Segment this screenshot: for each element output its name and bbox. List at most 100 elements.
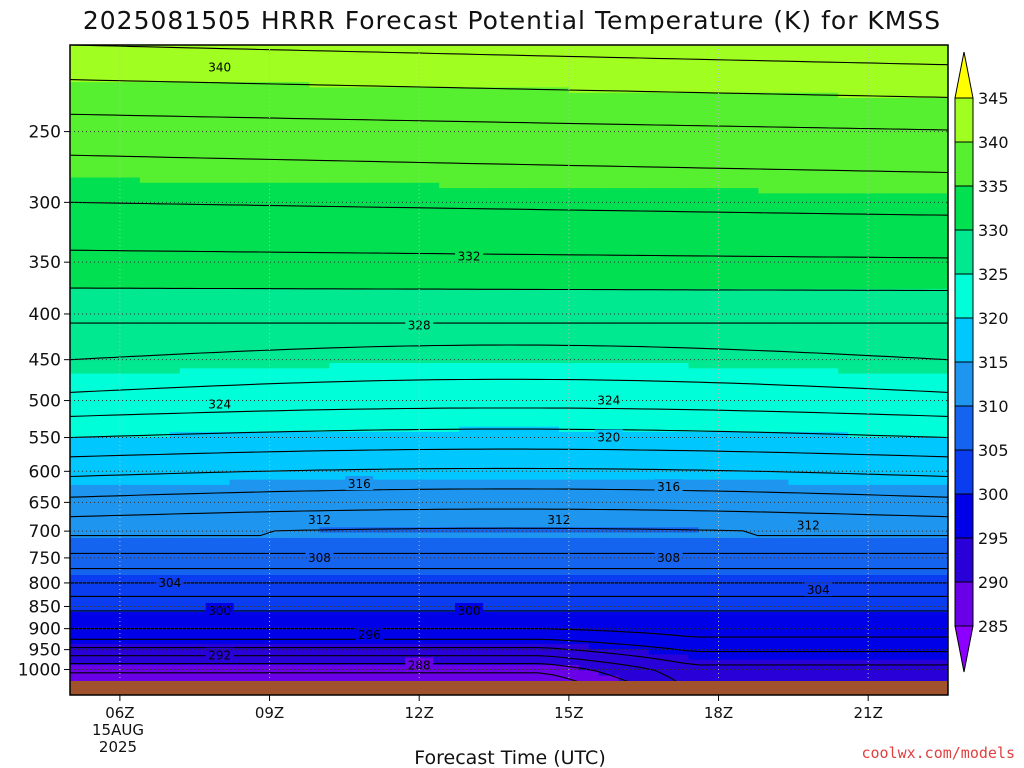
y-tick-label: 450 xyxy=(29,351,61,371)
contour-label-bg xyxy=(305,549,334,564)
contour-342 xyxy=(70,45,948,66)
contour-label-bg xyxy=(405,317,434,332)
contour-label-bg xyxy=(804,582,833,597)
y-tick-label: 300 xyxy=(29,193,61,213)
contour-lines xyxy=(70,45,948,681)
y-tick-label: 400 xyxy=(29,305,61,325)
colorbar-swatch xyxy=(954,97,974,143)
contour-294 xyxy=(70,647,948,666)
contour-label: 324 xyxy=(208,397,231,411)
y-tick-label: 700 xyxy=(29,522,61,542)
contour-340 xyxy=(70,79,948,98)
contour-label-bg xyxy=(594,392,623,407)
contour-label: 312 xyxy=(308,513,331,527)
contour-label: 332 xyxy=(458,250,481,264)
x-tick-label: 21Z xyxy=(853,704,882,722)
contour-label-bg xyxy=(345,476,374,491)
contour-label-bg xyxy=(305,511,334,526)
colorbar-extend-bottom xyxy=(954,625,974,673)
contour-336 xyxy=(70,154,948,174)
date-year-label: 2025 xyxy=(99,738,137,756)
contour-326 xyxy=(70,344,948,361)
contour-324 xyxy=(70,378,948,393)
colorbar-swatch xyxy=(954,405,974,451)
credit-text: coolwx.com/models xyxy=(861,744,1015,762)
colorbar-tick-label: 295 xyxy=(978,529,1009,548)
colorbar-tick-label: 300 xyxy=(978,485,1009,504)
contour-label-bg xyxy=(205,647,234,662)
colorbar-swatch xyxy=(954,185,974,231)
contour-334 xyxy=(70,201,948,216)
y-tick-label: 750 xyxy=(29,549,61,569)
x-tick-label: 12Z xyxy=(405,704,434,722)
contour-label-bg xyxy=(794,517,823,532)
contour-298 xyxy=(70,628,948,638)
x-tick-label: 06Z xyxy=(105,704,134,722)
contour-312 xyxy=(70,508,948,518)
colorbar-swatch xyxy=(954,537,974,583)
y-tick-label: 850 xyxy=(29,597,61,617)
contour-338 xyxy=(70,113,948,131)
contour-288 xyxy=(70,672,579,681)
x-tick-label: 18Z xyxy=(704,704,733,722)
colorbar-tick-label: 320 xyxy=(978,309,1009,328)
contour-314 xyxy=(70,488,948,498)
colorbar-tick-label: 285 xyxy=(978,617,1009,636)
colorbar-swatch xyxy=(954,581,974,627)
contour-296 xyxy=(70,638,948,653)
contour-label: 300 xyxy=(208,604,231,618)
colorbar-extend-top xyxy=(954,51,974,99)
date-day-label: 15AUG xyxy=(92,721,144,739)
x-axis: 06Z 09Z 12Z 15Z 18Z 21Z xyxy=(105,695,883,722)
colorbar-tick-label: 305 xyxy=(978,441,1009,460)
contour-332 xyxy=(70,249,948,259)
contour-label-bg xyxy=(594,429,623,444)
contour-label: 304 xyxy=(158,576,181,590)
colorbar-tick-label: 345 xyxy=(978,89,1009,108)
contour-label-bg xyxy=(654,479,683,494)
contour-label: 308 xyxy=(308,551,331,565)
y-axis: 250 300 350 400 450 500 550 600 650 700 750 800 850 9… xyxy=(18,123,70,681)
y-tick-label: 950 xyxy=(29,641,61,661)
contour-label: 324 xyxy=(597,394,620,408)
colorbar-tick-label: 335 xyxy=(978,177,1009,196)
plot-frame xyxy=(69,44,949,696)
x-tick-label: 15Z xyxy=(554,704,583,722)
contour-label: 304 xyxy=(807,583,830,597)
chart-title: 2025081505 HRRR Forecast Potential Tempe… xyxy=(83,6,941,35)
contour-label-bg xyxy=(205,59,234,74)
contour-label: 312 xyxy=(547,513,570,527)
contour-label-bg xyxy=(355,627,384,642)
y-tick-label: 600 xyxy=(29,462,61,482)
contour-label: 312 xyxy=(797,519,820,533)
y-tick-label: 250 xyxy=(29,123,61,143)
colorbar: 285 290 295 300 305 310 315 320 325 330 335 340 345 xyxy=(954,51,1009,673)
y-tick-label: 1000 xyxy=(18,661,61,681)
contour-322 xyxy=(70,407,948,417)
colorbar-swatch xyxy=(954,273,974,319)
colorbar-swatch xyxy=(954,361,974,407)
y-tick-label: 350 xyxy=(29,253,61,273)
colorbar-tick-label: 315 xyxy=(978,353,1009,372)
colorbar-tick-label: 290 xyxy=(978,573,1009,592)
colorbar-swatch xyxy=(954,449,974,495)
y-tick-label: 800 xyxy=(29,574,61,594)
colorbar-tick-label: 310 xyxy=(978,397,1009,416)
colorbar-tick-label: 340 xyxy=(978,133,1009,152)
contour-310 xyxy=(70,527,948,537)
y-tick-label: 500 xyxy=(29,392,61,412)
colorbar-swatch xyxy=(954,493,974,539)
contour-label: 308 xyxy=(657,551,680,565)
contour-label: 292 xyxy=(208,649,231,663)
contour-318 xyxy=(70,448,948,458)
contour-label: 340 xyxy=(208,61,231,75)
contour-label: 296 xyxy=(358,628,381,642)
contour-label-bg xyxy=(155,574,184,589)
colorbar-tick-label: 330 xyxy=(978,221,1009,240)
y-tick-label: 650 xyxy=(29,493,61,513)
contour-316 xyxy=(70,467,948,478)
contour-330 xyxy=(70,287,948,292)
ground-strip xyxy=(70,681,948,695)
